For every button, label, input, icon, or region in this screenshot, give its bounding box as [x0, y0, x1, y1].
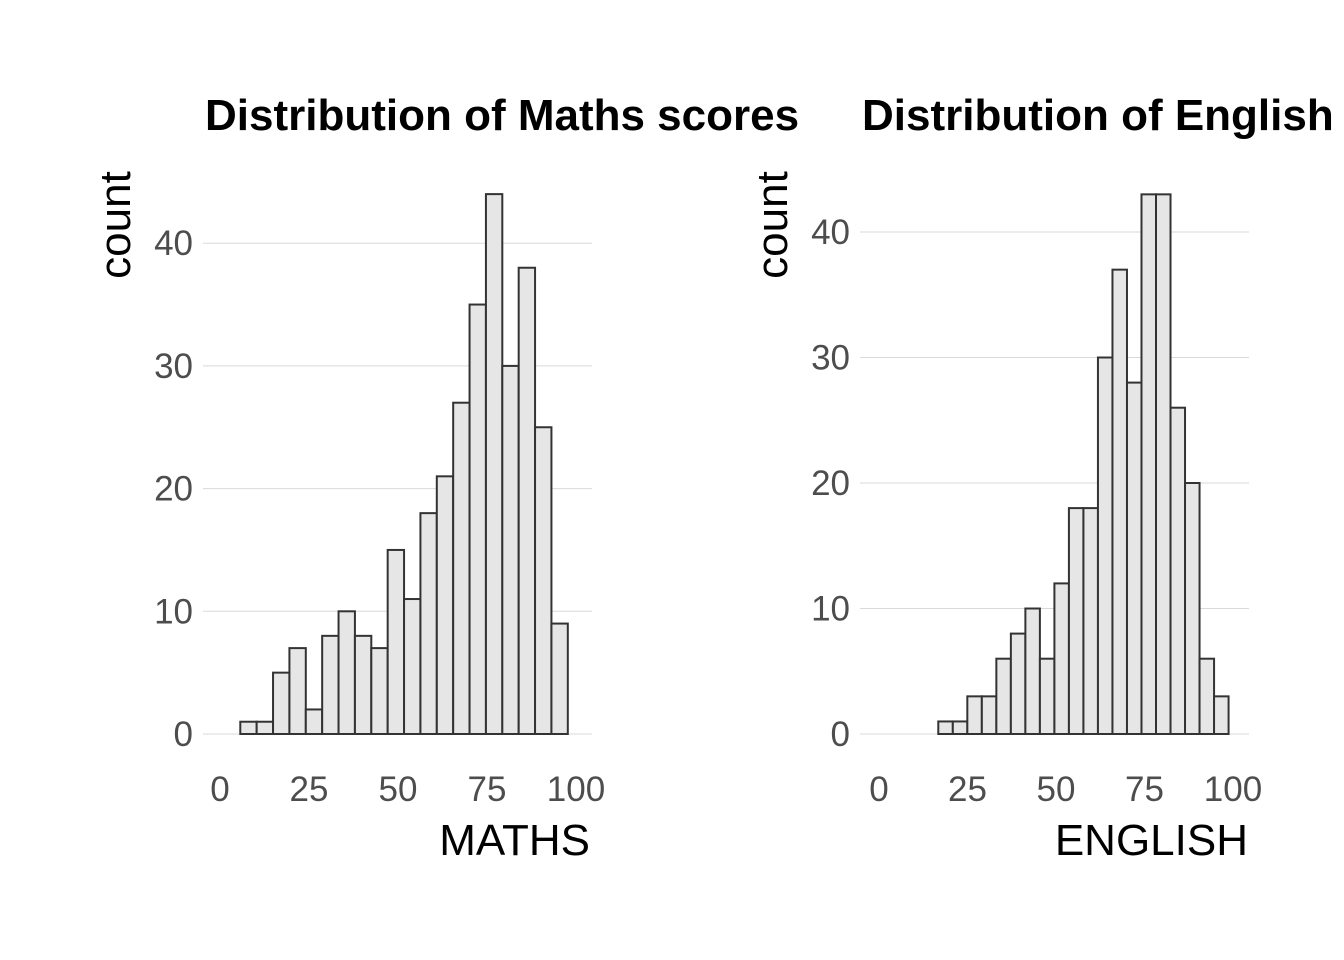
maths-y-tick-label: 20: [154, 470, 193, 509]
maths-histogram-bar: [403, 598, 422, 736]
maths-histogram-panel: Distribution of Maths scores 0 10 20 30 40 0…: [91, 91, 799, 865]
maths-histogram-bar: [501, 364, 520, 735]
maths-histogram-bar: [353, 634, 373, 736]
english-histogram-bar: [1125, 381, 1143, 735]
maths-y-tick-label: 0: [174, 715, 193, 754]
english-histogram-bar: [1184, 482, 1201, 735]
maths-x-tick-label: 100: [547, 770, 605, 809]
maths-y-tick-label: 30: [154, 347, 193, 386]
maths-histogram-bar: [468, 303, 487, 735]
maths-histogram-bar: [370, 647, 389, 735]
english-x-tick-label: 50: [1037, 770, 1076, 809]
english-y-tick-label: 0: [831, 715, 850, 754]
english-histogram-bar: [995, 657, 1012, 736]
english-histogram-bar: [1053, 582, 1070, 736]
maths-histogram-bar: [337, 610, 356, 735]
english-y-tick-label: 20: [811, 464, 850, 503]
english-histogram-bar: [937, 720, 954, 736]
english-histogram-bar: [966, 695, 983, 735]
english-x-tick-label: 100: [1204, 770, 1262, 809]
maths-y-axis-title: count: [91, 171, 140, 279]
english-histogram-bar: [1038, 657, 1056, 736]
english-x-axis-title: ENGLISH: [1055, 816, 1248, 865]
maths-histogram-bar: [321, 634, 340, 736]
maths-x-axis-title: MATHS: [439, 816, 590, 865]
english-histogram-bar: [1155, 193, 1172, 736]
english-y-tick-label: 10: [811, 590, 850, 629]
maths-histogram-bar: [452, 401, 471, 735]
maths-histogram-bar: [534, 426, 553, 735]
english-x-tick-label: 0: [869, 770, 888, 809]
english-histogram-bar: [1111, 268, 1128, 735]
english-histogram-bar: [1169, 406, 1187, 735]
maths-histogram-bar: [386, 548, 406, 736]
english-histogram-bar: [1140, 193, 1158, 736]
english-chart-title: Distribution of English scores: [862, 91, 1344, 140]
maths-histogram-bar: [272, 671, 291, 736]
english-x-tick-label: 25: [948, 770, 987, 809]
maths-y-tick-label: 40: [154, 224, 193, 263]
english-histogram-bar: [980, 695, 998, 735]
english-y-tick-label: 30: [811, 339, 850, 378]
english-histogram-bar: [1009, 632, 1027, 735]
maths-y-tick-label: 10: [154, 592, 193, 631]
maths-histogram-bar: [550, 622, 569, 736]
english-histogram-bar: [1096, 356, 1114, 735]
maths-x-tick-label: 75: [468, 770, 507, 809]
maths-histogram-bar: [288, 647, 307, 735]
english-histogram-panel: Distribution of English scores 0 10 20 30 40…: [748, 91, 1344, 865]
english-histogram-bar: [1213, 695, 1230, 735]
maths-histogram-bar: [484, 193, 504, 735]
maths-histogram-bar: [517, 266, 537, 735]
maths-histogram-bar: [304, 708, 324, 736]
english-y-tick-label: 40: [811, 213, 850, 252]
english-histogram-bar: [951, 720, 969, 736]
maths-histogram-bar: [435, 475, 455, 735]
maths-histogram-bar: [239, 720, 258, 735]
maths-x-tick-label: 50: [379, 770, 418, 809]
maths-chart-title: Distribution of Maths scores: [205, 91, 799, 140]
english-histogram-bar: [1067, 507, 1085, 735]
maths-histogram-bar: [255, 720, 275, 735]
english-histogram-bar: [1024, 607, 1041, 735]
maths-x-tick-label: 25: [290, 770, 329, 809]
english-histogram-bar: [1082, 507, 1099, 735]
english-y-axis-title: count: [748, 171, 797, 279]
maths-histogram-bar: [419, 512, 438, 736]
english-histogram-bar: [1198, 657, 1216, 736]
english-x-tick-label: 75: [1125, 770, 1164, 809]
maths-x-tick-label: 0: [210, 770, 229, 809]
